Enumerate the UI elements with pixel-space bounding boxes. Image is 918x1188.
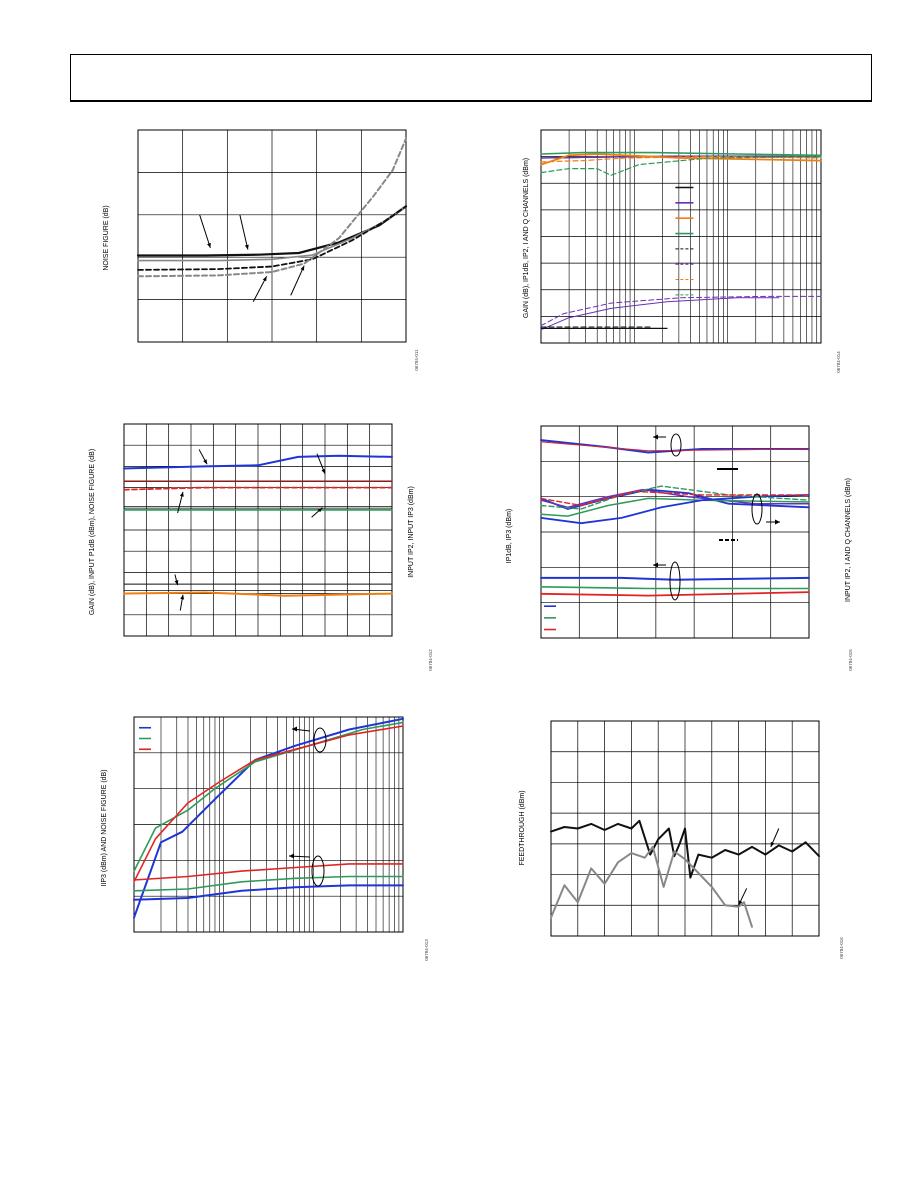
arrow-head bbox=[262, 276, 267, 282]
arrow-head bbox=[300, 265, 305, 271]
gain-p1db-nf-chart: GAIN (dB), INPUT P1dB (dBm), NOISE FIGUR… bbox=[89, 423, 433, 671]
series-line bbox=[540, 497, 810, 517]
iip3-nf-chart: IIP3 (dBm) AND NOISE FIGURE (dB) 06784-01… bbox=[101, 716, 429, 961]
series-line bbox=[540, 156, 822, 176]
annotation-arrow bbox=[252, 276, 268, 302]
y-axis-label: IIP3 (dBm) AND NOISE FIGURE (dB) bbox=[101, 769, 108, 886]
arrow-head bbox=[292, 726, 297, 732]
arrow-head bbox=[203, 459, 208, 465]
series-line bbox=[540, 490, 810, 507]
series-line bbox=[540, 155, 822, 159]
arrow-head bbox=[179, 491, 184, 497]
figure-code: 06784-015 bbox=[848, 649, 853, 671]
grid bbox=[138, 130, 406, 342]
arrow-head bbox=[317, 507, 323, 513]
arrow-head bbox=[174, 580, 179, 586]
y-axis-label: GAIN (dB), INPUT P1dB (dBm), NOISE FIGUR… bbox=[89, 449, 96, 615]
y2-axis-label: INPUT IP2, INPUT IP3 (dBm) bbox=[408, 486, 415, 578]
series-line bbox=[540, 576, 810, 581]
series-line bbox=[133, 884, 404, 901]
ip1db-ip3-chart: IP1dB, IP3 (dBm) INPUT IP2, I AND Q CHANN… bbox=[506, 425, 853, 671]
series-group-marker bbox=[669, 561, 681, 601]
series-line bbox=[540, 441, 810, 452]
series-line bbox=[123, 454, 393, 470]
series-line bbox=[133, 717, 404, 919]
figure-code: 06784-012 bbox=[428, 649, 433, 671]
page-header-frame bbox=[70, 54, 872, 102]
figure-code: 06784-014 bbox=[836, 351, 841, 373]
series-group-marker bbox=[670, 433, 682, 457]
arrow-head bbox=[321, 468, 326, 474]
figure-code: 06784-011 bbox=[414, 349, 419, 371]
grid bbox=[551, 721, 819, 936]
arrow-head bbox=[289, 853, 294, 859]
arrow-head bbox=[180, 594, 185, 600]
figure-code: 06784-013 bbox=[424, 939, 429, 961]
annotation-arrow bbox=[290, 265, 305, 296]
series-line bbox=[137, 137, 407, 278]
series-line bbox=[540, 295, 822, 327]
annotation-arrow bbox=[239, 214, 249, 250]
series-group-marker bbox=[311, 855, 325, 887]
series-line bbox=[133, 721, 404, 872]
feedthrough-chart: FEEDTHROUGH (dBm) 06784-016 bbox=[519, 720, 844, 959]
series-line bbox=[133, 725, 404, 883]
noise-figure-chart: NOISE FIGURE (dB) 06784-011 bbox=[103, 129, 419, 371]
series-line bbox=[540, 151, 822, 157]
series-line bbox=[133, 875, 404, 892]
figure-code: 06784-016 bbox=[839, 937, 844, 959]
series-line bbox=[550, 845, 753, 928]
arrow-head bbox=[244, 244, 249, 250]
y-axis-label: IP1dB, IP3 (dBm) bbox=[506, 509, 513, 563]
series-line bbox=[133, 863, 404, 881]
arrow-head bbox=[738, 900, 743, 906]
grid bbox=[124, 424, 392, 636]
series-line bbox=[540, 439, 810, 454]
grid bbox=[541, 130, 821, 343]
y-axis-label: FEEDTHROUGH (dBm) bbox=[519, 790, 526, 865]
y2-axis-label: INPUT IP2, I AND Q CHANNELS (dBm) bbox=[845, 478, 852, 602]
arrow-head bbox=[770, 841, 775, 847]
series-line bbox=[540, 586, 810, 590]
series-group-marker bbox=[313, 727, 327, 753]
y-axis-label: GAIN (dB), IP1dB, IP2, I AND Q CHANNELS … bbox=[523, 158, 530, 318]
series-line bbox=[137, 205, 407, 271]
arrow-head bbox=[653, 434, 658, 440]
gain-ip-channels-chart: GAIN (dB), IP1dB, IP2, I AND Q CHANNELS … bbox=[523, 129, 841, 373]
annotation-arrow bbox=[199, 214, 211, 249]
arrow-head bbox=[653, 562, 658, 568]
arrow-head bbox=[775, 519, 780, 525]
series-line bbox=[540, 153, 822, 166]
series-group-marker bbox=[751, 493, 763, 525]
arrow-head bbox=[207, 242, 211, 248]
series-line bbox=[540, 297, 780, 331]
series-line bbox=[123, 591, 393, 597]
series-line bbox=[550, 819, 820, 879]
series-line bbox=[540, 591, 810, 597]
series-line bbox=[123, 486, 393, 491]
grid bbox=[541, 426, 809, 638]
series-line bbox=[540, 485, 810, 510]
series-line bbox=[540, 488, 810, 510]
y-axis-label: NOISE FIGURE (dB) bbox=[103, 205, 110, 270]
